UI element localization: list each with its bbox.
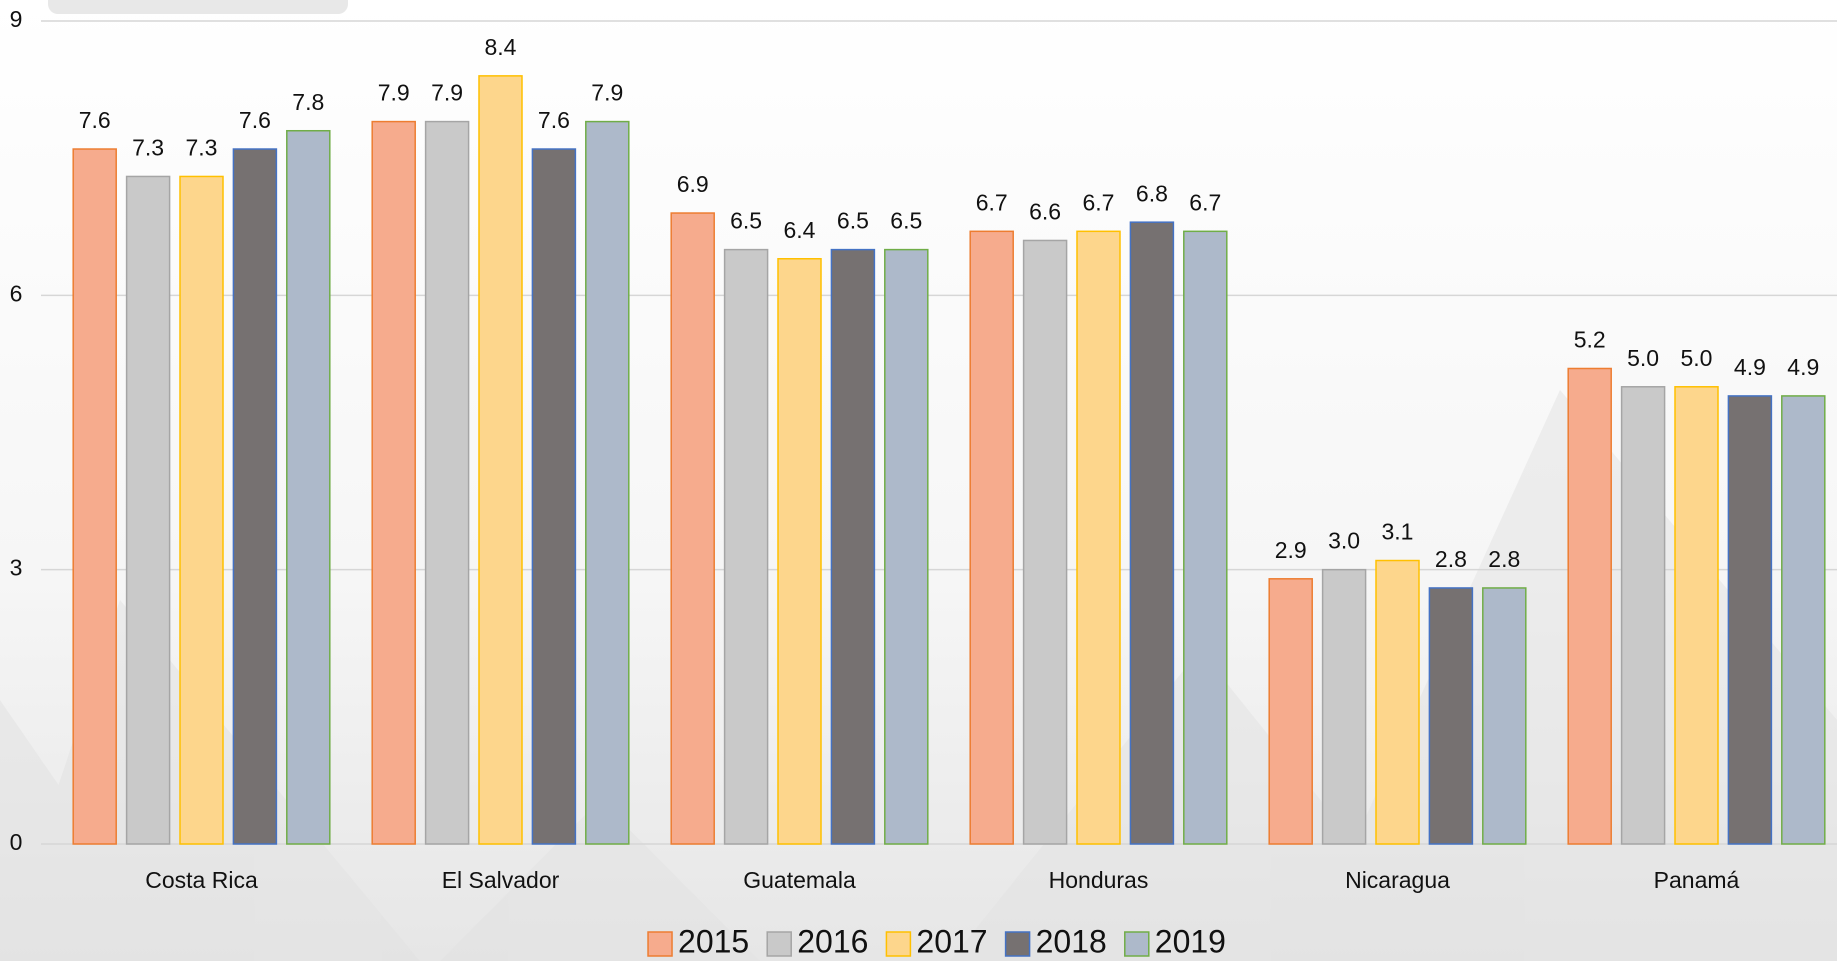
y-tick-label: 3: [10, 555, 23, 581]
bar: [424, 120, 470, 845]
data-label: 2.8: [1435, 546, 1467, 572]
y-tick-label: 9: [10, 6, 23, 32]
bar: [179, 175, 224, 845]
bar: [1482, 587, 1527, 845]
data-label: 5.0: [1681, 345, 1713, 371]
bar: [1268, 578, 1313, 845]
data-label: 4.9: [1787, 354, 1819, 380]
bar: [723, 248, 769, 845]
data-label: 6.5: [890, 208, 922, 234]
bar: [1781, 395, 1826, 845]
legend-label: 2018: [1036, 923, 1107, 959]
bar: [1674, 386, 1719, 845]
data-label: 7.9: [431, 80, 463, 106]
legend-label: 2016: [797, 923, 868, 959]
data-label: 5.0: [1627, 345, 1659, 371]
legend-swatch: [766, 931, 792, 957]
legend-label: 2015: [678, 923, 749, 959]
data-label: 7.9: [378, 80, 410, 106]
data-label: 6.4: [784, 217, 816, 243]
data-label: 7.3: [132, 135, 164, 161]
legend-label: 2017: [916, 923, 987, 959]
x-tick-label: Honduras: [1049, 867, 1149, 893]
data-label: 2.8: [1488, 546, 1520, 572]
data-label: 6.8: [1136, 180, 1168, 206]
data-label: 5.2: [1574, 327, 1606, 353]
x-tick-label: Guatemala: [743, 867, 856, 893]
bar: [884, 248, 929, 845]
bar: [1129, 221, 1175, 845]
bar: [1620, 386, 1666, 845]
bar: [969, 230, 1014, 845]
data-label: 6.5: [837, 208, 869, 234]
legend-swatch: [1124, 931, 1150, 957]
bar: [830, 248, 876, 845]
data-label: 4.9: [1734, 354, 1766, 380]
data-label: 6.7: [1189, 189, 1221, 215]
bar: [1076, 230, 1121, 845]
data-label: 7.9: [591, 80, 623, 106]
bar: [1727, 395, 1773, 845]
data-label: 3.1: [1382, 519, 1414, 545]
bar: [72, 148, 117, 845]
data-label: 7.8: [292, 89, 324, 115]
bar: [1375, 559, 1420, 845]
legend-swatch: [1004, 931, 1031, 957]
bar: [777, 258, 822, 845]
legend-label: 2019: [1155, 923, 1226, 959]
legend-swatch: [885, 931, 912, 957]
bar: [1567, 367, 1612, 845]
bar: [125, 175, 171, 845]
data-label: 7.6: [538, 107, 570, 133]
bar: [531, 148, 577, 845]
bar: [286, 129, 331, 845]
data-label: 7.6: [79, 107, 111, 133]
bar: [1428, 587, 1474, 845]
y-tick-label: 6: [10, 280, 23, 306]
legend-swatch: [647, 931, 673, 957]
x-tick-label: Costa Rica: [145, 867, 258, 893]
data-label: 6.6: [1029, 199, 1061, 225]
data-label: 6.9: [677, 171, 709, 197]
bar: [585, 120, 630, 845]
bar: [371, 120, 416, 845]
data-label: 6.7: [976, 189, 1008, 215]
x-tick-label: Panamá: [1654, 867, 1740, 893]
x-tick-label: El Salvador: [442, 867, 560, 893]
data-label: 8.4: [485, 34, 517, 60]
data-label: 6.7: [1083, 189, 1115, 215]
bar: [232, 148, 278, 845]
overlay-box: [48, 0, 348, 14]
x-tick-label: Nicaragua: [1345, 867, 1450, 893]
data-label: 6.5: [730, 208, 762, 234]
bar: [1022, 239, 1068, 845]
bar: [1321, 568, 1367, 845]
bar: [670, 212, 715, 845]
data-label: 3.0: [1328, 528, 1360, 554]
data-label: 7.6: [239, 107, 271, 133]
bar: [1183, 230, 1228, 845]
data-label: 2.9: [1275, 537, 1307, 563]
y-tick-label: 0: [10, 829, 23, 855]
bar: [478, 75, 523, 845]
data-label: 7.3: [186, 135, 218, 161]
